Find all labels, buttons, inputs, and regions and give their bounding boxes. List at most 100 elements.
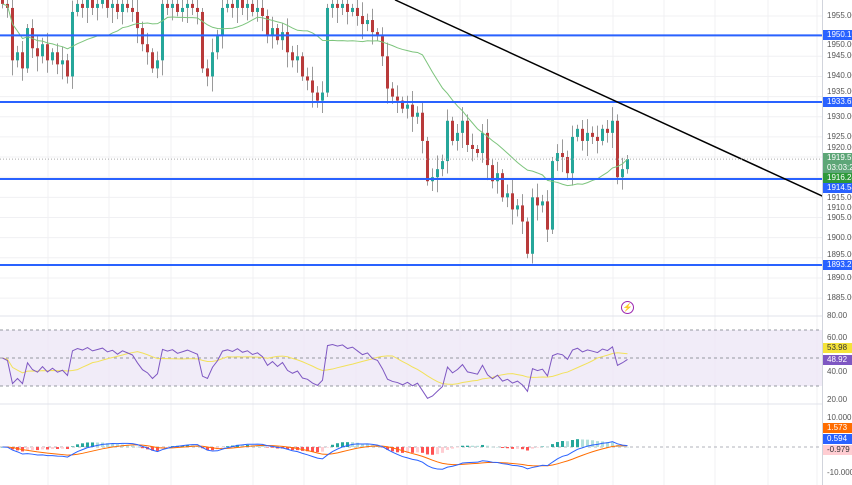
macd-histogram-bar xyxy=(326,447,329,448)
candle-body xyxy=(611,120,614,133)
candle-body xyxy=(241,0,244,8)
macd-histogram-bar xyxy=(331,444,334,447)
macd-histogram-bar xyxy=(181,445,184,447)
candle-body xyxy=(466,120,469,145)
candle-body xyxy=(176,3,179,12)
candle-body xyxy=(181,7,184,12)
candle-body xyxy=(166,3,169,8)
macd-histogram-bar xyxy=(111,443,114,447)
macd-histogram-bar xyxy=(271,447,274,448)
macd-histogram-bar xyxy=(391,447,394,452)
macd-histogram-bar xyxy=(46,447,49,450)
macd-histogram-bar xyxy=(81,443,84,447)
rsi-tick-label: 20.00 xyxy=(827,395,848,404)
trendline xyxy=(394,0,826,199)
candle-body xyxy=(11,7,14,61)
candle-body xyxy=(556,153,559,162)
lightning-bolt-icon[interactable]: ⚡ xyxy=(621,301,634,314)
candle-body xyxy=(536,197,539,206)
macd-histogram-bar xyxy=(566,441,569,447)
macd-histogram-bar xyxy=(361,443,364,447)
macd-histogram-bar xyxy=(546,446,549,448)
macd-histogram-bar xyxy=(531,447,534,449)
candle-body xyxy=(541,201,544,206)
macd-histogram-bar xyxy=(41,447,44,450)
candle-body xyxy=(576,128,579,137)
price-tick-label: 1950.00 xyxy=(827,40,852,49)
candle-body xyxy=(596,136,599,141)
candle-body xyxy=(136,11,139,29)
price-tick-label: 1935.00 xyxy=(827,87,852,96)
macd-histogram-bar xyxy=(441,447,444,453)
candle-body xyxy=(486,132,489,166)
macd-histogram-bar xyxy=(186,445,189,447)
macd-histogram-bar xyxy=(36,447,39,451)
candle-body xyxy=(376,32,379,37)
price-axis[interactable]: 1950.19 1933.65 1919.5903:03:21916.241914.… xyxy=(822,0,852,485)
macd-histogram-bar xyxy=(521,447,524,450)
candle-body xyxy=(221,7,224,37)
level-price-tag: 1950.19 xyxy=(823,30,852,40)
macd-histogram-bar xyxy=(256,445,259,447)
macd-tick-label: 10.000 xyxy=(827,413,852,422)
macd-histogram-bar xyxy=(306,447,309,452)
candle-body xyxy=(16,52,19,61)
candle-body xyxy=(476,148,479,154)
candle-body xyxy=(391,88,394,97)
macd-histogram-bar xyxy=(556,442,559,447)
candle-body xyxy=(121,3,124,12)
macd-histogram-bar xyxy=(491,446,494,448)
candle-body xyxy=(116,3,119,12)
candle-body xyxy=(616,120,619,178)
moving-average-tag: 1916.24 xyxy=(823,173,852,183)
candle-body xyxy=(201,11,204,69)
macd-histogram-bar xyxy=(416,447,419,453)
macd-histogram-bar xyxy=(226,446,229,447)
macd-histogram-bar xyxy=(536,447,539,448)
candle-body xyxy=(26,28,29,69)
macd-histogram-bar xyxy=(286,447,289,450)
rsi-tick-label: 40.00 xyxy=(827,367,848,376)
macd-histogram-bar xyxy=(471,445,474,447)
macd-histogram-bar xyxy=(61,447,64,449)
price-tick-label: 1930.00 xyxy=(827,112,852,121)
macd-histogram-bar xyxy=(576,439,579,447)
candle-body xyxy=(351,7,354,12)
macd-histogram-bar xyxy=(381,447,384,448)
price-tick-label: 1900.00 xyxy=(827,233,852,242)
macd-histogram-bar xyxy=(71,446,74,447)
macd-histogram-bar xyxy=(51,447,54,449)
macd-histogram-bar xyxy=(156,447,159,451)
macd-histogram-bar xyxy=(141,447,144,449)
price-tick-label: 1890.00 xyxy=(827,273,852,282)
macd-histogram-bar xyxy=(316,447,319,453)
macd-histogram-bar xyxy=(476,445,479,447)
candle-body xyxy=(316,92,319,101)
macd-histogram-bar xyxy=(601,441,604,447)
candle-body xyxy=(561,153,564,158)
macd-histogram-bar xyxy=(386,447,389,450)
last-price-tag: 1919.59 xyxy=(823,153,852,163)
macd-histogram-bar xyxy=(346,442,349,447)
macd-value-tag: 0.594 xyxy=(823,434,852,444)
macd-histogram-bar xyxy=(591,440,594,447)
candle-body xyxy=(61,60,64,65)
candle-body xyxy=(296,56,299,61)
macd-histogram-bar xyxy=(551,444,554,447)
macd-histogram-bar xyxy=(541,446,544,448)
macd-histogram-bar xyxy=(66,447,69,450)
macd-histogram-bar xyxy=(291,447,294,451)
macd-histogram-bar xyxy=(461,445,464,447)
macd-histogram-bar xyxy=(266,447,269,448)
candle-body xyxy=(346,3,349,12)
candle-body xyxy=(326,7,329,93)
candle-body xyxy=(1,0,4,4)
price-tick-label: 1955.00 xyxy=(827,11,852,20)
macd-histogram-bar xyxy=(96,442,99,447)
candle-body xyxy=(506,193,509,198)
candle-body xyxy=(461,120,464,133)
candle-body xyxy=(196,7,199,12)
rsi-value-tag: 48.92 xyxy=(823,355,852,365)
rsi-line xyxy=(2,343,628,399)
